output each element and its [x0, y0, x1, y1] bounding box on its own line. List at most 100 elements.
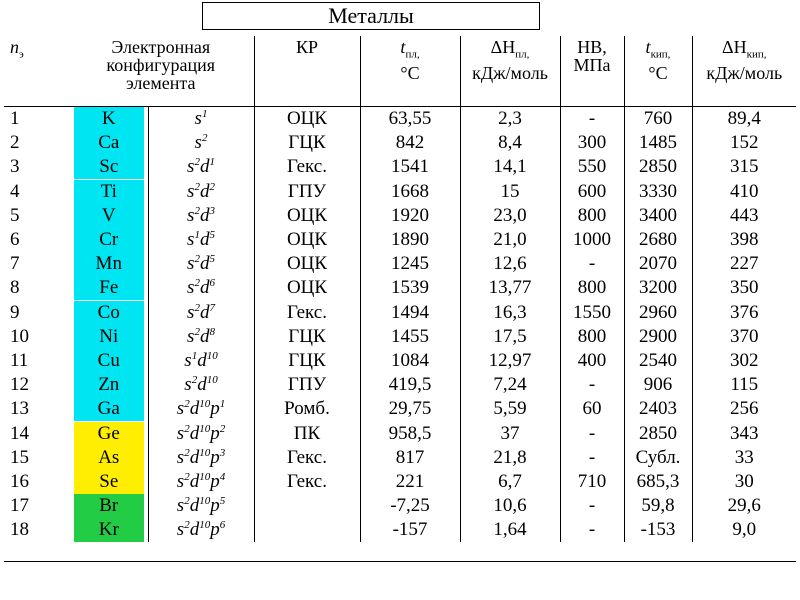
cell-hboil: 350 — [730, 277, 759, 299]
orbital-count: 8 — [209, 325, 215, 338]
orbital-letter: s — [194, 108, 202, 130]
electron-configuration: s2d2 — [187, 181, 215, 202]
orbital-letter: d — [199, 204, 210, 226]
orbital-count: 2 — [194, 301, 200, 314]
orbital-letter: s — [176, 446, 185, 468]
cell-tboil: 760 — [624, 106, 693, 132]
cell-tboil: 906 — [624, 373, 693, 398]
orbital-letter: d — [189, 422, 200, 444]
cell-hb: - — [560, 494, 625, 519]
cell-hboil: 410 — [730, 180, 759, 202]
cell-tmelt: -7,25 — [360, 494, 461, 519]
cell-n: 11 — [10, 349, 29, 371]
orbital-count: 10 — [199, 470, 211, 483]
header-tboil: tкип, °С — [624, 36, 693, 107]
orbital-letter: d — [189, 446, 200, 468]
element-symbol: K — [74, 107, 144, 132]
cell-kr: ОЦК — [254, 203, 361, 228]
cell-hb: 710 — [560, 469, 625, 494]
cell-hmelt: 12,97 — [460, 348, 561, 374]
table-row: 18 Kr s2d10p6 -157 1,64- -153 9,0 — [4, 518, 796, 543]
cell-tboil: 2540 — [624, 348, 693, 374]
cell-hboil: 33 — [734, 446, 754, 468]
cell-tboil: 2403 — [624, 397, 693, 422]
cell-hboil: 29,6 — [727, 495, 761, 517]
cell-tmelt: 842 — [360, 131, 461, 156]
electron-configuration: s2d3 — [187, 205, 215, 226]
electron-configuration: s2d10p6 — [177, 519, 225, 540]
cell-tboil: 2850 — [624, 421, 693, 446]
header-hb: HB, МПа — [560, 36, 625, 107]
orbital-count: 1 — [201, 108, 208, 121]
cell-kr: ГЦК — [254, 131, 361, 156]
orbital-letter: s — [184, 374, 192, 396]
orbital-count: 2 — [191, 374, 198, 387]
cell-config: s2d7 — [148, 300, 255, 325]
cell-hmelt: 5,59 — [460, 397, 561, 422]
cell-n: 16 — [10, 470, 29, 492]
cell-element: Co — [68, 300, 149, 325]
electron-configuration: s2d10p1 — [177, 398, 225, 419]
cell-hboil: 370 — [730, 325, 759, 347]
orbital-letter: d — [199, 325, 210, 347]
orbital-count: 2 — [184, 422, 190, 435]
cell-element: Br — [68, 494, 149, 519]
element-symbol: Zn — [74, 373, 144, 398]
table-row: 3 Sc s2d1 Гекс. 1541 14,1 550 2850 315 — [4, 155, 796, 180]
cell-element: Ge — [68, 421, 149, 446]
cell-element: Kr — [68, 518, 149, 543]
cell-hmelt: 6,7 — [460, 469, 561, 494]
cell-tmelt: 1084 — [360, 348, 461, 374]
orbital-count: 7 — [209, 301, 215, 314]
cell-hmelt: 37 — [460, 421, 561, 446]
cell-tmelt: 1890 — [360, 227, 461, 253]
orbital-count: 10 — [199, 398, 211, 411]
cell-element: Ni — [68, 324, 149, 349]
cell-element: Se — [68, 469, 149, 494]
cell-n: 12 — [10, 374, 29, 396]
cell-hmelt: 8,4 — [460, 131, 561, 156]
cell-hb: 1550 — [560, 300, 625, 325]
cell-config: s2d10p6 — [148, 518, 255, 543]
cell-config: s2d3 — [148, 203, 255, 228]
electron-configuration: s2d10p3 — [177, 447, 225, 468]
table-row: 17 Br s2d10p5 -7,25 10,6-59,8 29,6 — [4, 494, 796, 519]
element-symbol: Br — [74, 494, 144, 519]
cell-config: s2d10p5 — [148, 494, 255, 519]
cell-hboil: 302 — [730, 349, 759, 371]
orbital-letter: s — [176, 519, 185, 541]
cell-hboil: 152 — [730, 132, 759, 154]
cell-n: 9 — [10, 301, 20, 323]
orbital-letter: s — [187, 229, 195, 251]
orbital-letter: d — [199, 277, 210, 299]
element-symbol: Ca — [74, 131, 144, 156]
orbital-letter: d — [197, 349, 207, 371]
element-symbol: Cr — [74, 228, 144, 253]
cell-kr: ОЦК — [254, 106, 361, 132]
cell-config: s2d8 — [148, 324, 255, 349]
table-row: 16 Se s2d10p4 Гекс. 221 6,7 710 685,3 30 — [4, 469, 796, 494]
cell-n: 4 — [10, 180, 20, 202]
element-symbol: Ni — [74, 324, 144, 349]
electron-configuration: s2 — [195, 132, 208, 153]
orbital-letter: p — [210, 495, 220, 517]
cell-config: s2d10p4 — [148, 469, 255, 494]
cell-hboil: 89,4 — [727, 108, 761, 130]
cell-tboil: 3400 — [624, 203, 693, 228]
orbital-count: 2 — [209, 180, 215, 193]
cell-tmelt: 29,75 — [360, 397, 461, 422]
cell-n: 1 — [10, 108, 20, 130]
header-row: nэ Электронная конфигурация элемента КР … — [4, 36, 796, 107]
cell-n: 13 — [10, 398, 29, 420]
orbital-count: 5 — [219, 495, 226, 508]
cell-tboil: 685,3 — [624, 469, 693, 494]
element-symbol: As — [74, 445, 144, 470]
table-row: 13 Ga s2d10p1 Ромб. 29,75 5,59 60 2403 256 — [4, 397, 796, 422]
orbital-letter: p — [210, 446, 220, 468]
orbital-letter: s — [187, 156, 195, 178]
orbital-letter: s — [176, 495, 185, 517]
orbital-letter: s — [184, 349, 192, 371]
table-row: 2 Ca s2 ГЦК 842 8,4 300 1485 152 — [4, 131, 796, 156]
orbital-count: 2 — [184, 519, 190, 532]
